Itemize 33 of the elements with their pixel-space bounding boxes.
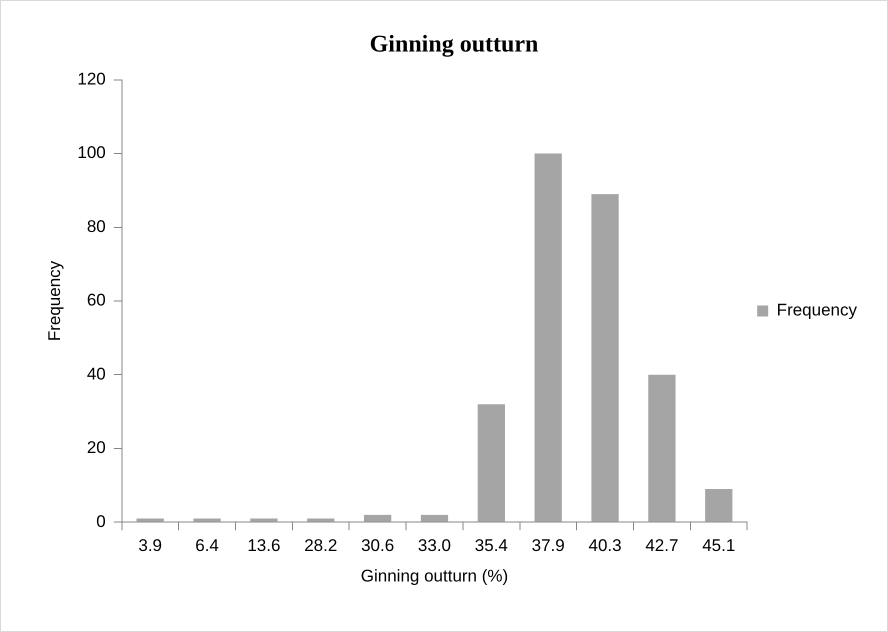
bar bbox=[193, 518, 221, 522]
bar bbox=[250, 518, 278, 522]
x-tick-label: 35.4 bbox=[474, 536, 508, 556]
x-tick-label: 33.0 bbox=[418, 536, 452, 556]
bar bbox=[705, 489, 732, 522]
bar bbox=[534, 154, 562, 522]
y-tick-label: 20 bbox=[86, 438, 106, 458]
bar bbox=[136, 518, 164, 522]
bar bbox=[478, 404, 505, 522]
x-tick-label: 3.9 bbox=[138, 536, 162, 556]
bar bbox=[364, 514, 392, 522]
x-tick-label: 37.9 bbox=[532, 536, 565, 556]
y-axis-title: Frequency bbox=[44, 260, 64, 342]
y-tick-label: 0 bbox=[96, 512, 106, 531]
x-tick-label: 42.7 bbox=[645, 536, 678, 556]
y-tick-label: 80 bbox=[86, 216, 106, 236]
bar bbox=[591, 194, 619, 522]
x-axis-title: Ginning outturn (%) bbox=[360, 566, 508, 586]
x-tick-label: 30.6 bbox=[361, 536, 394, 556]
y-tick-label: 100 bbox=[77, 143, 106, 162]
x-tick-label: 6.4 bbox=[195, 536, 219, 556]
x-tick-label: 40.3 bbox=[588, 536, 622, 556]
y-tick-label: 40 bbox=[86, 364, 106, 384]
y-tick-label: 120 bbox=[77, 69, 106, 88]
y-tick-label: 60 bbox=[86, 290, 106, 310]
chart-title: Ginning outturn bbox=[370, 32, 538, 58]
bar bbox=[307, 518, 334, 522]
x-tick-label: 45.1 bbox=[702, 536, 736, 556]
x-tick-label: 13.6 bbox=[247, 536, 280, 556]
bar bbox=[648, 374, 676, 522]
legend-label: Frequency bbox=[776, 300, 858, 320]
x-tick-label: 28.2 bbox=[304, 536, 338, 556]
bar bbox=[420, 514, 448, 522]
